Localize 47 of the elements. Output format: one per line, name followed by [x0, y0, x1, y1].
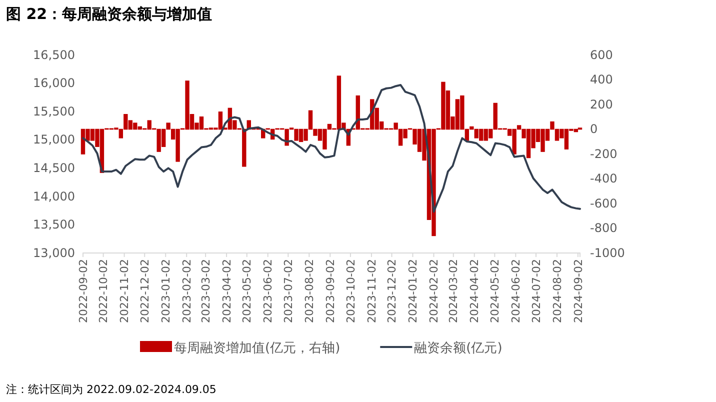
x-tick-label: 2024-01-02 — [406, 259, 420, 323]
y-tick-label: 14,000 — [33, 189, 75, 204]
x-tick-label: 2023-09-02 — [324, 259, 337, 323]
x-tick-label: 2023-01-02 — [159, 259, 172, 323]
x-tick-label: 2024-09-02 — [572, 259, 585, 323]
y-tick-label: 16,500 — [33, 48, 75, 62]
y2-tick-label: -400 — [590, 172, 618, 186]
chart-title: 图 22：每周融资余额与增加值 — [6, 5, 212, 23]
x-tick-label: 2022-12-02 — [138, 259, 152, 323]
y-tick-label: 15,000 — [33, 132, 75, 147]
y2-tick-label: -800 — [590, 221, 618, 236]
x-tick-label: 2024-05-02 — [488, 259, 502, 323]
y2-tick-label: 0 — [590, 122, 598, 136]
x-tick-label: 2023-02-02 — [180, 259, 194, 323]
x-tick-label: 2024-08-02 — [550, 259, 564, 323]
x-tick-label: 2024-07-02 — [530, 259, 543, 323]
x-tick-label: 2023-06-02 — [262, 259, 275, 323]
x-tick-label: 2022-09-02 — [76, 259, 90, 323]
x-tick-label: 2024-04-02 — [468, 259, 482, 323]
x-tick-label: 2024-02-02 — [428, 259, 441, 323]
x-tick-label: 2024-06-02 — [510, 259, 523, 323]
line-series — [82, 84, 581, 213]
y2-tick-label: 400 — [590, 72, 613, 87]
legend-label: 融资余额(亿元) — [414, 341, 502, 356]
x-tick-label: 2024-03-02 — [447, 259, 460, 323]
x-tick-label: 2023-11-02 — [365, 259, 378, 323]
y-tick-label: 14,500 — [33, 160, 75, 175]
x-tick-label: 2023-08-02 — [303, 259, 316, 323]
y-tick-label: 15,500 — [33, 104, 75, 118]
x-tick-label: 2022-11-02 — [118, 259, 132, 323]
y2-tick-label: -600 — [590, 196, 618, 210]
text: 注：统计区间为 2022.09.02-2024.09.05 — [6, 383, 216, 396]
x-tick-label: 2023-03-02 — [199, 259, 212, 323]
y2-tick-label: -200 — [590, 146, 618, 161]
y2-tick-label: 200 — [590, 97, 613, 112]
x-tick-label: 2022-10-02 — [97, 259, 110, 323]
x-tick-label: 2023-10-02 — [344, 259, 358, 323]
y2-tick-label: 600 — [590, 48, 613, 62]
y-tick-label: 13,500 — [33, 218, 75, 232]
x-tick-label: 2023-05-02 — [240, 259, 254, 323]
x-tick-label: 2023-12-02 — [386, 259, 399, 323]
x-tick-label: 2023-04-02 — [220, 259, 234, 323]
legend-label: 每周融资增加值(亿元，右轴) — [174, 341, 340, 356]
y-tick-label: 13,000 — [33, 246, 75, 260]
x-tick-label: 2023-07-02 — [282, 259, 296, 323]
y-tick-label: 16,000 — [33, 76, 75, 90]
y2-tick-label: -1000 — [590, 246, 625, 260]
